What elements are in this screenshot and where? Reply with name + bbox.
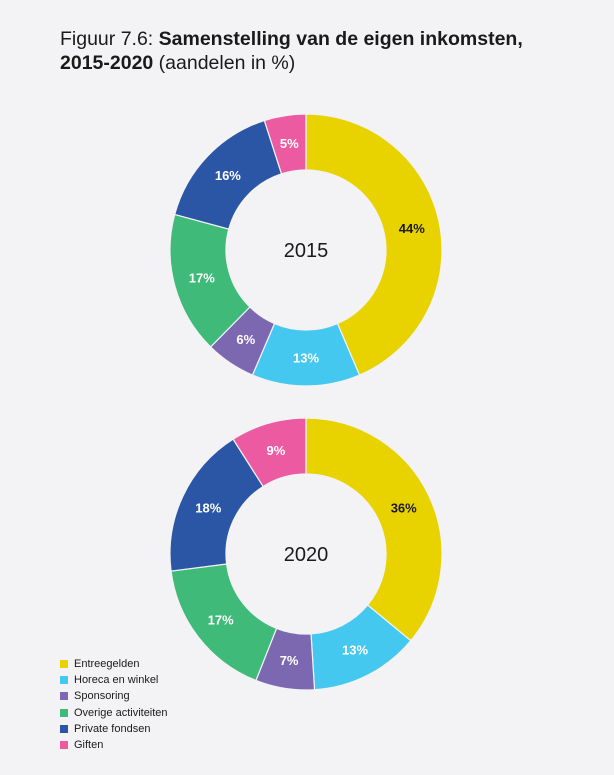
slice-label: 18% [195,501,221,516]
legend-swatch [60,660,68,669]
slice-label: 5% [280,136,299,151]
legend-label: Horeca en winkel [74,674,159,687]
legend-item: Overige activiteiten [60,705,168,721]
legend-swatch [60,708,68,717]
slice-entreegelden [305,113,443,376]
legend-item: Entreegelden [60,656,168,672]
legend-item: Private fondsen [60,721,168,737]
pie-2020: 36% 13% 7% 17% 18% 9% 2020 [169,417,443,691]
center-year-label: 2015 [284,240,329,262]
title-bold-line1: Samenstelling van de eigen inkomsten, [158,28,523,50]
title-bold-line2: 2015-2020 [60,52,154,74]
slice-label: 6% [236,332,255,347]
slice-label: 7% [280,653,299,668]
pie-2015: 44% 13% 6% 17% 16% 5% 2015 [169,113,443,387]
legend-item: Sponsoring [60,688,168,704]
slice-label: 17% [189,271,215,286]
title-suffix: (aandelen in %) [153,52,296,74]
slice-giften [232,417,307,488]
legend-swatch [60,724,68,733]
legend-swatch [60,741,68,750]
legend: Entreegelden Horeca en winkel Sponsoring Ov… [60,656,168,753]
slice-label: 13% [293,351,319,366]
legend-label: Private fondsen [74,722,151,735]
slice-label: 9% [266,443,285,458]
slice-label: 16% [215,168,241,183]
chart-title: Figuur 7.6: Samenstelling van de eigen i… [60,27,580,75]
legend-label: Sponsoring [74,690,130,703]
slice-giften [263,113,307,175]
title-prefix: Figuur 7.6: [60,28,159,50]
legend-item: Horeca en winkel [60,672,168,688]
center-year-label: 2020 [284,544,329,566]
legend-swatch [60,676,68,685]
slice-label: 13% [342,643,368,658]
slice-label: 44% [399,221,425,236]
slice-entreegelden [305,417,443,642]
slice-label: 17% [208,613,234,628]
legend-label: Giften [74,738,104,751]
legend-label: Entreegelden [74,658,140,670]
legend-label: Overige activiteiten [74,706,168,719]
legend-swatch [60,692,68,701]
slice-label: 36% [391,501,417,516]
legend-item: Giften [60,737,168,753]
